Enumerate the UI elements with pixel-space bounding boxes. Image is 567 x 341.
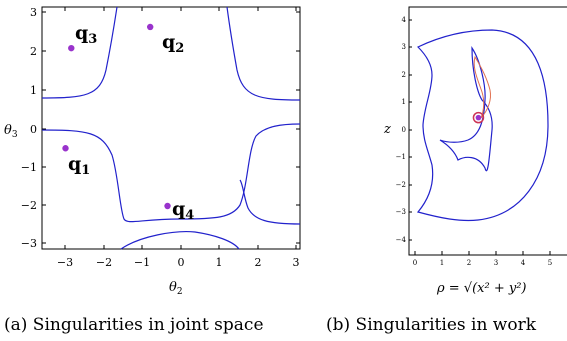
svg-text:1: 1	[440, 259, 444, 267]
label-q1: q1	[68, 153, 90, 178]
curve-lower-right	[239, 179, 301, 225]
y-ticks-b	[409, 19, 412, 241]
svg-text:−1: −1	[21, 161, 37, 174]
x-ticks-b	[414, 251, 551, 255]
point-q2	[147, 23, 154, 31]
y-tick-labels-a: 3 2 1 0 −1 −2 −3	[21, 6, 37, 250]
point-q1	[62, 145, 69, 152]
svg-text:4: 4	[402, 16, 407, 24]
workspace-curves	[416, 29, 549, 222]
svg-text:2: 2	[30, 45, 37, 58]
panel-a-frame	[41, 6, 301, 250]
svg-text:−1: −1	[134, 256, 150, 269]
caption-b: (b) Singularities in work	[326, 315, 537, 335]
y-ticks-a	[42, 11, 300, 244]
curve-top-right	[226, 6, 301, 101]
svg-text:3: 3	[30, 6, 37, 19]
svg-text:0: 0	[30, 123, 37, 136]
svg-text:1: 1	[30, 84, 37, 97]
svg-text:3: 3	[293, 256, 300, 269]
point-q4	[164, 202, 171, 210]
svg-text:−3: −3	[21, 237, 37, 250]
panel-b-frame	[408, 6, 567, 256]
xlabel-b: ρ = √(x² + y²)	[436, 281, 526, 296]
marker-dot	[475, 114, 482, 121]
point-q3	[68, 44, 75, 52]
svg-text:0: 0	[413, 259, 417, 267]
svg-text:−3: −3	[57, 256, 73, 269]
x-ticks-a	[64, 7, 297, 249]
panel-b: 0 1 2 3 4 5 4 3 2 1 0 −1 −2 −3 −4 z ρ = …	[326, 6, 567, 335]
svg-text:2: 2	[467, 259, 471, 267]
ylabel-a: θ3	[4, 123, 18, 140]
svg-text:−2: −2	[21, 199, 37, 212]
panel-a: q1 q2 q3 q4 −3 −2	[4, 6, 301, 335]
svg-text:4: 4	[521, 259, 526, 267]
svg-text:2: 2	[255, 256, 262, 269]
svg-text:1: 1	[216, 256, 223, 269]
svg-text:−4: −4	[396, 236, 407, 244]
joint-space-points	[62, 23, 171, 210]
label-q3: q3	[75, 22, 97, 47]
svg-text:−2: −2	[396, 181, 406, 189]
ylabel-b: z	[383, 122, 391, 137]
outer-boundary	[416, 29, 549, 222]
svg-text:−2: −2	[96, 256, 112, 269]
singularity-curves	[41, 6, 301, 250]
marker-ring	[472, 111, 485, 124]
svg-text:3: 3	[494, 259, 498, 267]
curve-bottom-arc	[120, 231, 240, 250]
x-tick-labels-a: −3 −2 −1 0 1 2 3	[57, 256, 300, 269]
label-q4: q4	[172, 198, 194, 223]
curve-middle	[41, 123, 301, 223]
xlabel-a: θ2	[169, 280, 183, 297]
curve-top-left	[41, 6, 118, 99]
x-tick-labels-b: 0 1 2 3 4 5	[413, 259, 552, 267]
svg-text:5: 5	[548, 259, 552, 267]
svg-text:−3: −3	[396, 208, 406, 216]
caption-a: (a) Singularities in joint space	[4, 315, 264, 335]
svg-text:0: 0	[178, 256, 185, 269]
svg-text:0: 0	[402, 126, 406, 134]
label-q2: q2	[162, 31, 184, 56]
svg-text:2: 2	[402, 71, 406, 79]
svg-text:3: 3	[402, 43, 406, 51]
inner-boundary	[439, 46, 493, 172]
svg-text:−1: −1	[396, 153, 406, 161]
y-tick-labels-b: 4 3 2 1 0 −1 −2 −3 −4	[396, 16, 407, 244]
svg-text:1: 1	[402, 98, 406, 106]
